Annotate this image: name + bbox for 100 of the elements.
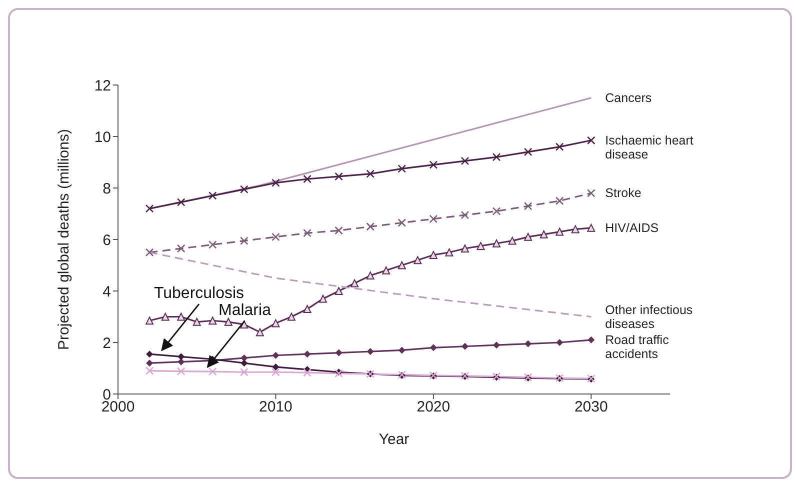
point: [240, 360, 248, 367]
series-label: Other infectious diseases: [605, 302, 693, 331]
point: [146, 360, 154, 367]
point: [366, 272, 374, 280]
series-label: HIV/AIDS: [605, 220, 659, 235]
point: [256, 328, 264, 336]
point: [540, 230, 548, 238]
point: [272, 352, 280, 359]
series-label: Stroke: [605, 186, 642, 200]
point: [556, 228, 564, 236]
point: [334, 226, 343, 235]
point: [272, 363, 280, 370]
point: [524, 202, 532, 210]
point: [460, 156, 470, 166]
point: [272, 319, 280, 328]
point: [319, 294, 328, 303]
point: [414, 256, 422, 264]
point: [588, 336, 595, 344]
y-tick-label: 6: [102, 232, 111, 249]
point: [476, 242, 485, 250]
point: [287, 312, 296, 321]
point: [556, 339, 564, 346]
point: [492, 152, 501, 162]
point: [493, 342, 500, 349]
x-axis-title: Year: [378, 431, 410, 448]
point: [146, 316, 154, 325]
point: [240, 354, 248, 362]
x-tick-label: 2010: [259, 398, 292, 416]
point: [272, 368, 280, 376]
y-tick-label: 8: [102, 180, 111, 198]
point: [145, 248, 154, 257]
point: [178, 358, 185, 366]
point: [429, 214, 438, 224]
point: [272, 178, 280, 187]
y-axis-title: Projected global deaths (millions): [55, 129, 72, 350]
point: [492, 207, 501, 216]
point: [350, 279, 359, 288]
point: [176, 244, 186, 253]
y-tick-label: 10: [94, 128, 111, 146]
point: [208, 367, 217, 376]
point: [508, 236, 516, 245]
point: [176, 198, 186, 206]
point: [303, 305, 312, 314]
point: [303, 228, 312, 238]
point: [586, 189, 596, 198]
point: [460, 244, 469, 253]
x-tick-label: 2000: [101, 398, 135, 416]
point: [192, 318, 201, 326]
point: [398, 164, 406, 173]
point: [429, 160, 438, 169]
point: [272, 232, 280, 242]
x-tick-label: 2030: [574, 398, 608, 416]
line-series: [148, 252, 592, 318]
annotation: Malaria: [218, 302, 272, 319]
point: [224, 318, 232, 326]
point: [587, 224, 596, 232]
point: [176, 367, 186, 376]
point: [304, 350, 311, 358]
series-label: Road traffic accidents: [605, 332, 669, 361]
point: [555, 142, 564, 151]
point: [145, 366, 154, 375]
point: [334, 172, 343, 181]
series-label: Ischaemic heart disease: [605, 133, 694, 162]
point: [208, 240, 217, 249]
x-tick-label: 2020: [416, 398, 450, 416]
point: [208, 316, 217, 325]
point: [524, 232, 532, 241]
point: [208, 192, 217, 200]
point: [366, 170, 374, 178]
point: [461, 342, 468, 350]
point: [240, 236, 248, 245]
point: [555, 196, 564, 206]
point: [303, 174, 312, 184]
series-label: Cancers: [605, 90, 652, 105]
point: [335, 349, 342, 356]
point: [366, 222, 374, 231]
point: [586, 136, 596, 145]
point: [445, 248, 454, 256]
point: [398, 261, 406, 270]
point: [398, 346, 406, 354]
point: [334, 287, 343, 295]
y-tick-label: 12: [94, 77, 111, 94]
point: [178, 353, 185, 360]
annotation: Tuberculosis: [154, 285, 244, 302]
point: [524, 340, 532, 348]
point: [366, 348, 374, 356]
point: [161, 312, 170, 321]
point: [177, 312, 186, 321]
point: [240, 368, 248, 376]
point: [571, 225, 580, 234]
point: [492, 239, 501, 248]
point: [382, 266, 390, 274]
point: [303, 368, 312, 377]
point: [240, 185, 248, 194]
point: [430, 344, 437, 352]
point: [398, 218, 406, 227]
y-tick-label: 4: [102, 283, 111, 300]
point: [429, 250, 438, 259]
y-tick-label: 2: [102, 334, 111, 352]
point: [145, 204, 154, 213]
